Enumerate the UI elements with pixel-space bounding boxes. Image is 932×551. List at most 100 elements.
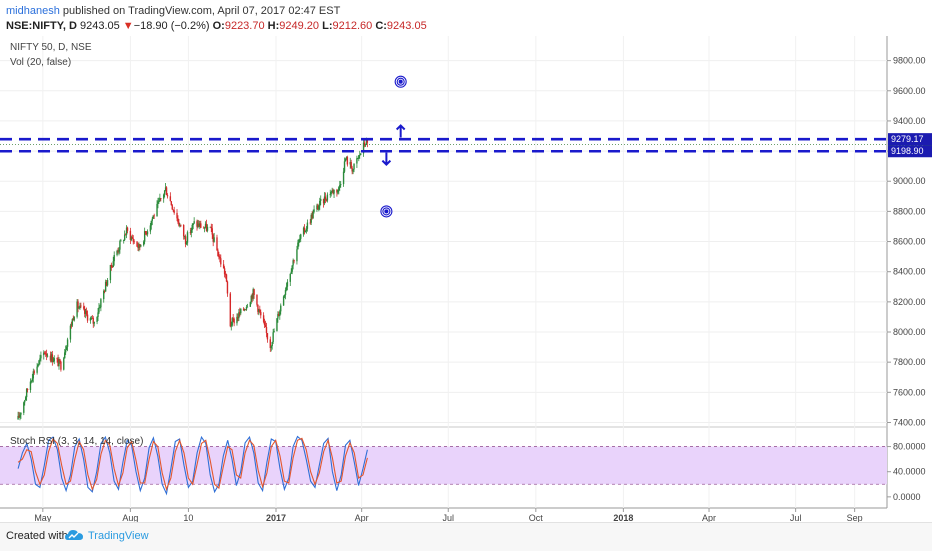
- candle-body: [50, 354, 53, 361]
- candle-body: [340, 184, 342, 186]
- target-ring: [398, 79, 403, 84]
- candle-body: [98, 307, 100, 313]
- candle-body: [258, 309, 260, 312]
- candle-body: [86, 314, 89, 321]
- candle-body: [316, 205, 318, 210]
- rsi-tick-label: 0.0000: [893, 492, 921, 502]
- tradingview-cloud-icon[interactable]: [64, 528, 84, 544]
- rsi-pane-title: Stoch RSI (3, 3, 14, 14, close): [10, 436, 143, 447]
- candle-body: [266, 333, 269, 340]
- candle-body: [232, 318, 234, 320]
- candle-body: [212, 234, 214, 242]
- candle-body: [290, 271, 292, 274]
- candle-body: [229, 293, 232, 327]
- candle-body: [165, 187, 168, 196]
- candle-body: [71, 319, 74, 326]
- candle-body: [163, 190, 166, 195]
- rsi-tick-label: 40.0000: [893, 467, 926, 477]
- time-tick-label: Aug: [122, 513, 138, 522]
- candle-body: [158, 200, 160, 202]
- candle-body: [89, 318, 92, 321]
- candle-body: [319, 200, 321, 207]
- candle-body: [106, 280, 109, 286]
- candle-body: [160, 198, 162, 199]
- price-tick-label: 7800.00: [893, 357, 926, 367]
- tradingview-link[interactable]: TradingView: [88, 530, 149, 542]
- price-tick-label: 9000.00: [893, 176, 926, 186]
- candle-body: [137, 246, 139, 248]
- candle-body: [230, 325, 232, 327]
- published-line: midhanesh published on TradingView.com, …: [6, 5, 340, 17]
- candle-body: [306, 222, 309, 229]
- target-ring: [380, 205, 393, 218]
- candle-body: [97, 312, 99, 317]
- candle-body: [176, 212, 178, 219]
- target-ring: [384, 209, 389, 214]
- candle-body: [153, 215, 155, 217]
- candle-body: [342, 171, 345, 185]
- candle-body: [310, 214, 312, 223]
- candle-body: [360, 153, 362, 155]
- candle-body: [103, 290, 106, 292]
- price-tick-label: 8200.00: [893, 297, 926, 307]
- candle-body: [164, 187, 167, 191]
- time-tick-label: 10: [183, 513, 193, 522]
- candle-body: [333, 189, 335, 194]
- candle-body: [18, 415, 20, 418]
- candle-body: [302, 227, 305, 235]
- candle-body: [91, 318, 94, 319]
- candle-body: [169, 196, 172, 202]
- candle-body: [105, 281, 108, 286]
- candle-body: [125, 227, 128, 235]
- candle-body: [313, 209, 315, 212]
- candle-body: [364, 144, 367, 146]
- candle-body: [203, 227, 206, 229]
- target-ring: [394, 75, 407, 88]
- candle-body: [146, 231, 149, 235]
- candle-body: [245, 306, 248, 310]
- candle-body: [336, 189, 338, 193]
- candle-body: [279, 311, 281, 316]
- candle-body: [206, 226, 209, 231]
- candle-body: [53, 358, 55, 362]
- candle-body: [326, 194, 329, 201]
- candle-body: [271, 342, 273, 347]
- candle-body: [323, 196, 326, 204]
- candle-body: [60, 361, 62, 370]
- candle-body: [325, 199, 328, 201]
- candle-body: [143, 231, 146, 242]
- rsi-tick-label: 80.0000: [893, 442, 926, 452]
- author-link[interactable]: midhanesh: [6, 5, 60, 17]
- candle-body: [252, 289, 254, 299]
- candle-body: [51, 354, 54, 362]
- candle-body: [285, 286, 288, 290]
- level-label: 9198.90: [891, 146, 924, 156]
- last-price: 9243.05: [79, 20, 120, 32]
- price-pane-title: NIFTY 50, D, NSE: [10, 42, 92, 53]
- candle-body: [45, 353, 48, 356]
- price-tick-label: 7400.00: [893, 417, 926, 427]
- candle-body: [239, 312, 241, 314]
- candle-body: [198, 223, 200, 227]
- published-text: published on TradingView.com, April 07, …: [62, 5, 341, 17]
- candle-body: [56, 358, 58, 360]
- candle-body: [243, 309, 246, 311]
- candle-body: [126, 227, 129, 231]
- candle-body: [210, 226, 212, 229]
- candle-body: [238, 312, 240, 319]
- candle-body: [64, 352, 66, 359]
- candle-body: [140, 245, 142, 247]
- target-ring: [396, 77, 405, 86]
- candle-body: [17, 415, 19, 420]
- candle-body: [57, 359, 59, 367]
- price-chart[interactable]: 9800.009600.009400.009200.009000.008800.…: [0, 36, 932, 522]
- arrow-down-icon: [381, 152, 392, 167]
- candle-body: [300, 234, 302, 239]
- candle-body: [78, 307, 80, 309]
- candle-body: [32, 371, 35, 379]
- arrow-up-icon: [395, 124, 406, 138]
- candle-body: [104, 281, 107, 292]
- candle-body: [298, 239, 300, 243]
- candle-body: [123, 239, 125, 241]
- candle-body: [292, 260, 294, 266]
